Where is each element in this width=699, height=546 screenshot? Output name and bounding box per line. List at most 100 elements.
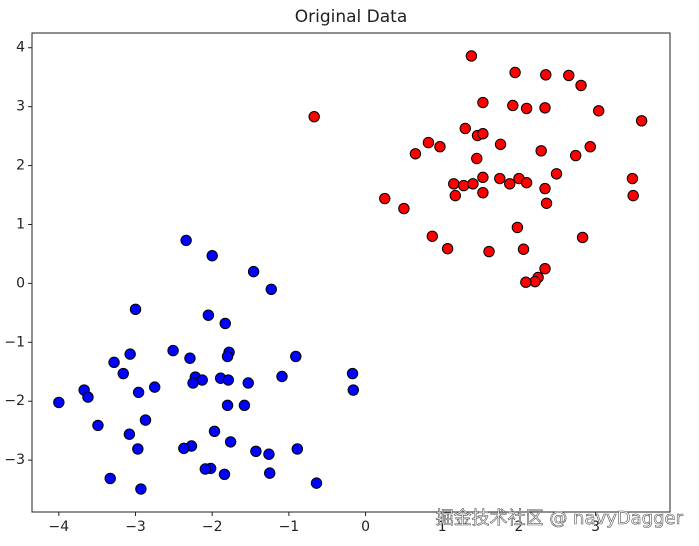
scatter-point: [202, 309, 215, 321]
x-tick-label: 1: [438, 519, 447, 535]
scatter-point: [511, 221, 524, 234]
y-tick-label: 2: [16, 158, 25, 174]
scatter-point: [222, 374, 235, 386]
scatter-point: [569, 149, 582, 162]
x-tick-label: −4: [49, 519, 70, 535]
scatter-point: [520, 176, 533, 189]
scatter-point: [132, 443, 144, 455]
scatter-point: [627, 189, 639, 202]
scatter-point: [180, 234, 192, 247]
y-tick-label: −1: [4, 334, 25, 350]
scatter-point: [265, 283, 277, 295]
scatter-point: [247, 265, 260, 278]
scatter-point: [540, 197, 553, 209]
y-tick-label: 4: [16, 40, 25, 56]
scatter-point: [53, 396, 65, 409]
x-tick-label: −1: [279, 519, 300, 535]
scatter-point: [409, 148, 422, 160]
scatter-point: [520, 102, 533, 115]
y-tick-label: 0: [16, 275, 25, 291]
scatter-point: [206, 250, 218, 262]
scatter-point: [517, 243, 530, 255]
scatter-point: [104, 472, 116, 485]
scatter-point: [448, 178, 460, 190]
scatter-point: [148, 381, 161, 393]
scatter-point: [208, 425, 221, 437]
scatter-point: [539, 262, 551, 275]
scatter-point: [132, 386, 145, 399]
scatter-point: [310, 477, 323, 489]
scatter-point: [483, 245, 495, 258]
scatter-point: [584, 141, 596, 153]
scatter-point: [441, 242, 454, 255]
scatter-point: [465, 50, 478, 62]
scatter-point: [507, 99, 519, 112]
scatter-point: [539, 182, 551, 195]
y-tick-label: 3: [16, 99, 25, 115]
scatter-point: [135, 483, 147, 495]
scatter-point: [550, 168, 563, 180]
scatter-point: [178, 442, 190, 455]
scatter-point: [250, 445, 262, 458]
y-tick-label: −2: [4, 393, 25, 409]
scatter-point: [224, 436, 237, 448]
scatter-point: [471, 152, 483, 165]
scatter-point: [467, 178, 479, 190]
scatter-point: [494, 138, 507, 151]
scatter-point: [264, 467, 276, 479]
scatter-point: [187, 377, 199, 389]
scatter-point: [308, 110, 320, 123]
scatter-point: [199, 463, 212, 475]
scatter-point: [242, 377, 254, 389]
scatter-point: [426, 230, 438, 242]
scatter-point: [477, 186, 489, 199]
scatter-point: [221, 350, 234, 363]
x-tick-label: −3: [125, 519, 146, 535]
scatter-point: [167, 344, 179, 357]
scatter-point: [398, 202, 410, 215]
scatter-point: [504, 178, 516, 190]
scatter-point: [434, 141, 446, 153]
scatter-point: [123, 428, 136, 440]
scatter-point: [459, 122, 471, 135]
scatter-point: [291, 443, 304, 455]
scatter-point: [477, 171, 489, 184]
scatter-point: [540, 69, 552, 81]
scatter-point: [563, 69, 575, 82]
scatter-point: [218, 468, 231, 480]
scatter-point: [276, 370, 288, 383]
scatter-point: [238, 399, 251, 412]
scatter-point: [477, 96, 489, 109]
scatter-point: [219, 317, 231, 330]
scatter-point: [422, 136, 435, 149]
scatter-point: [124, 348, 136, 360]
scatter-point: [592, 105, 605, 117]
scatter-point: [139, 414, 152, 426]
x-tick-label: 2: [514, 519, 523, 535]
watermark: 掘金技术社区 @ navyDagger: [436, 508, 684, 529]
y-tick-label: −3: [4, 452, 25, 468]
scatter-point: [520, 276, 532, 288]
scatter-point: [535, 145, 547, 157]
y-tick-label: 1: [16, 216, 25, 232]
plot-frame: [31, 32, 671, 513]
scatter-point: [92, 419, 104, 432]
scatter-point: [626, 172, 639, 185]
scatter-point: [494, 172, 506, 185]
scatter-point: [539, 102, 551, 114]
scatter-point: [635, 115, 648, 127]
x-tick-label: 0: [361, 519, 370, 535]
scatter-point: [347, 384, 360, 396]
scatter-point: [509, 66, 521, 79]
scatter-point: [379, 192, 391, 205]
scatter-point: [477, 128, 489, 140]
scatter-point: [449, 189, 461, 202]
scatter-point: [82, 391, 94, 403]
scatter-point: [458, 179, 470, 192]
scatter-point: [290, 350, 302, 363]
chart-title: Original Data: [295, 7, 408, 27]
scatter-point: [346, 367, 359, 380]
scatter-point: [184, 352, 196, 364]
